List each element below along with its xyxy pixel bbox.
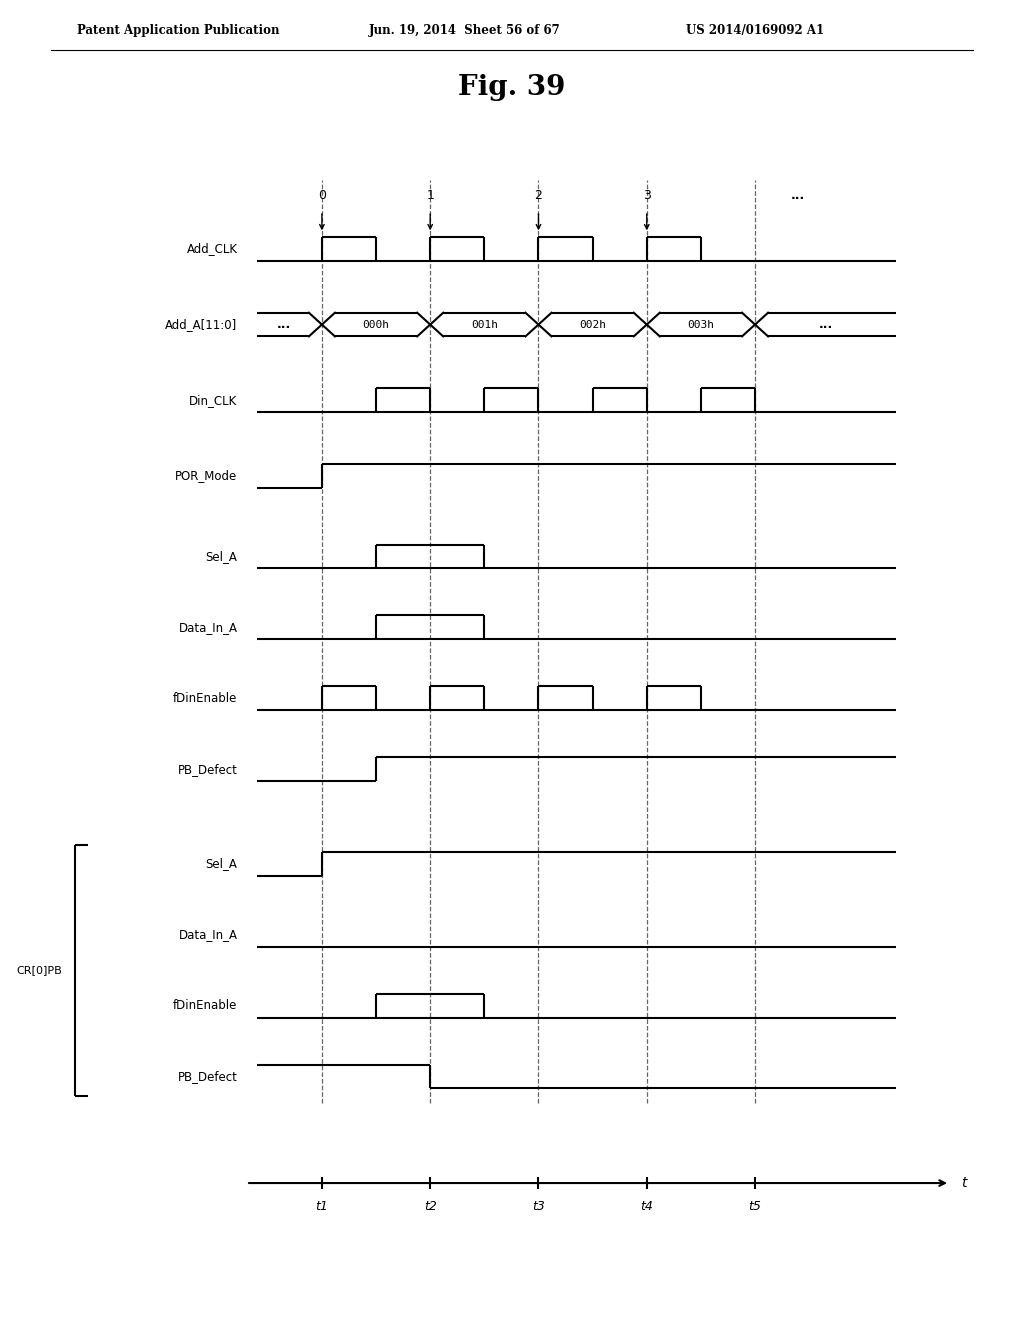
Text: 0: 0: [317, 189, 326, 202]
Text: PB_Defect: PB_Defect: [177, 763, 238, 776]
Text: 1: 1: [426, 189, 434, 202]
Text: Data_In_A: Data_In_A: [178, 620, 238, 634]
Text: Jun. 19, 2014  Sheet 56 of 67: Jun. 19, 2014 Sheet 56 of 67: [369, 24, 560, 37]
Text: t3: t3: [532, 1200, 545, 1213]
Text: t2: t2: [424, 1200, 436, 1213]
Text: ...: ...: [792, 189, 806, 202]
Text: Sel_A: Sel_A: [206, 857, 238, 870]
Text: Add_A[11:0]: Add_A[11:0]: [165, 318, 238, 331]
Text: Data_In_A: Data_In_A: [178, 928, 238, 941]
Text: PB_Defect: PB_Defect: [177, 1071, 238, 1084]
Text: t: t: [961, 1176, 967, 1191]
Text: Sel_A: Sel_A: [206, 550, 238, 562]
Text: Din_CLK: Din_CLK: [189, 393, 238, 407]
Text: Patent Application Publication: Patent Application Publication: [77, 24, 280, 37]
Text: t4: t4: [640, 1200, 653, 1213]
Text: t5: t5: [749, 1200, 762, 1213]
Text: CR[0]PB: CR[0]PB: [16, 965, 62, 975]
Text: POR_Mode: POR_Mode: [175, 470, 238, 482]
Text: fDinEnable: fDinEnable: [173, 692, 238, 705]
Text: 001h: 001h: [471, 319, 498, 330]
Text: ...: ...: [818, 318, 833, 331]
Text: 002h: 002h: [580, 319, 606, 330]
Text: t1: t1: [315, 1200, 329, 1213]
Text: 3: 3: [643, 189, 650, 202]
Text: Add_CLK: Add_CLK: [186, 243, 238, 255]
Text: 000h: 000h: [362, 319, 389, 330]
Text: ...: ...: [276, 318, 291, 331]
Text: 2: 2: [535, 189, 543, 202]
Text: US 2014/0169092 A1: US 2014/0169092 A1: [686, 24, 824, 37]
Text: fDinEnable: fDinEnable: [173, 999, 238, 1012]
Text: 003h: 003h: [687, 319, 715, 330]
Text: Fig. 39: Fig. 39: [459, 74, 565, 102]
